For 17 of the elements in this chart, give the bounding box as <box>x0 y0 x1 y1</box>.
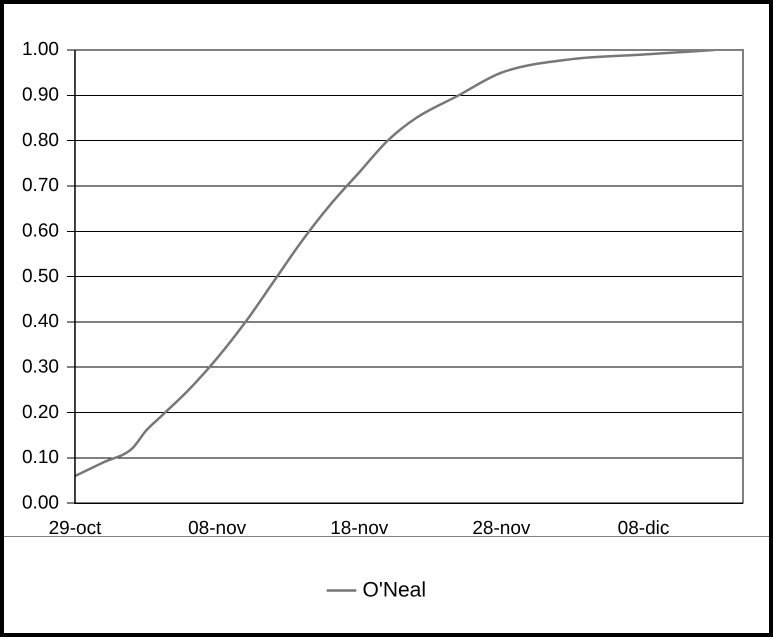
x-tick-label: 08-nov <box>188 518 247 539</box>
x-tick-label: 08-dic <box>618 518 670 539</box>
x-tick-label: 28-nov <box>472 518 531 539</box>
y-tick-label: 0.80 <box>22 130 59 151</box>
x-tick-label: 18-nov <box>330 518 389 539</box>
y-tick-label: 0.70 <box>22 175 59 196</box>
legend-label: O'Neal <box>362 578 426 602</box>
y-tick-label: 0.90 <box>22 84 59 106</box>
y-tick-label: 0.30 <box>22 356 59 378</box>
y-tick-label: 0.00 <box>22 492 59 514</box>
y-tick-label: 0.40 <box>22 311 59 332</box>
y-tick-label: 0.60 <box>22 220 59 242</box>
y-tick-label: 0.20 <box>22 402 59 423</box>
x-tick-label: 29-oct <box>48 518 102 539</box>
y-tick-label: 0.10 <box>22 447 59 468</box>
y-tick-label: 0.50 <box>22 266 59 287</box>
y-tick-label: 1.00 <box>22 39 59 60</box>
